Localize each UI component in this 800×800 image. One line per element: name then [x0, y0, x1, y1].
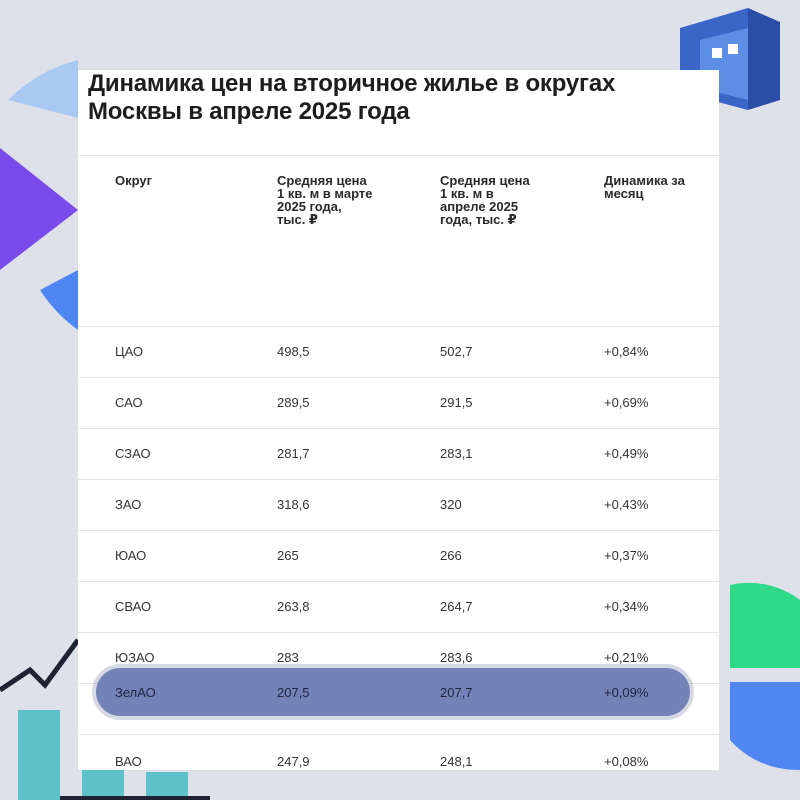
april-price-cell: 264,7 — [440, 599, 473, 614]
district-cell: СЗАО — [115, 446, 151, 461]
column-header-monthly-change: Динамика за месяц — [604, 173, 685, 201]
baseline-bar — [60, 796, 210, 800]
table-row: САО 289,5 291,5 +0,69% — [78, 377, 719, 429]
april-price-cell: 248,1 — [440, 754, 473, 769]
change-cell: +0,37% — [604, 548, 649, 563]
change-cell: +0,21% — [604, 650, 649, 665]
table-row: СЗАО 281,7 283,1 +0,49% — [78, 428, 719, 480]
bar-3 — [146, 772, 188, 800]
april-price-cell: 283,6 — [440, 650, 473, 665]
pie-slice-blue-right — [730, 682, 800, 771]
district-cell: ЮЗАО — [115, 650, 155, 665]
table-row: ЦАО 498,5 502,7 +0,84% — [78, 326, 719, 378]
table-row: ВАО 247,9 248,1 +0,08% — [78, 736, 719, 770]
change-cell: +0,09% — [604, 685, 649, 700]
pie-slice-blue — [40, 270, 78, 330]
april-price-cell: 291,5 — [440, 395, 473, 410]
change-cell: +0,43% — [604, 497, 649, 512]
april-price-cell: 266 — [440, 548, 462, 563]
district-cell: ЦАО — [115, 344, 144, 359]
change-cell: +0,84% — [604, 344, 649, 359]
bar-2 — [82, 770, 124, 800]
table-row: ЮАО 265 266 +0,37% — [78, 530, 719, 582]
table-row: ЗАО 318,6 320 +0,43% — [78, 479, 719, 531]
district-cell: ЗелАО — [115, 685, 156, 700]
pie-slice-purple — [0, 148, 78, 270]
column-header-march-price: Средняя цена 1 кв. м в марте 2025 года, … — [277, 173, 373, 227]
march-price-cell: 283 — [277, 650, 299, 665]
column-header-district: Округ — [115, 173, 153, 188]
march-price-cell: 207,5 — [277, 685, 310, 700]
table-header: Округ Средняя цена 1 кв. м в марте 2025 … — [78, 155, 719, 327]
district-cell: ВАО — [115, 754, 142, 769]
trend-line — [0, 638, 81, 693]
april-price-cell: 207,7 — [440, 685, 473, 700]
march-price-cell: 498,5 — [277, 344, 310, 359]
march-price-cell: 263,8 — [277, 599, 310, 614]
april-price-cell: 320 — [440, 497, 462, 512]
change-cell: +0,69% — [604, 395, 649, 410]
march-price-cell: 281,7 — [277, 446, 310, 461]
march-price-cell: 318,6 — [277, 497, 310, 512]
march-price-cell: 265 — [277, 548, 299, 563]
pie-slice-light-blue — [8, 60, 78, 118]
highlighted-table-row: ЗелАО 207,5 207,7 +0,09% — [78, 667, 719, 718]
district-cell: ЮАО — [115, 548, 147, 563]
change-cell: +0,08% — [604, 754, 649, 769]
column-header-april-price: Средняя цена 1 кв. м в апреле 2025 года,… — [440, 173, 530, 227]
april-price-cell: 502,7 — [440, 344, 473, 359]
march-price-cell: 247,9 — [277, 754, 310, 769]
district-cell: ЗАО — [115, 497, 142, 512]
change-cell: +0,49% — [604, 446, 649, 461]
change-cell: +0,34% — [604, 599, 649, 614]
april-price-cell: 283,1 — [440, 446, 473, 461]
price-table-card: Динамика цен на вторичное жилье в округа… — [78, 70, 719, 770]
district-cell: САО — [115, 395, 143, 410]
pie-slice-green — [730, 582, 800, 668]
table-row: СВАО 263,8 264,7 +0,34% — [78, 581, 719, 633]
bar-1 — [18, 710, 60, 800]
march-price-cell: 289,5 — [277, 395, 310, 410]
highlight-pill — [96, 668, 690, 716]
district-cell: СВАО — [115, 599, 152, 614]
table-title: Динамика цен на вторичное жилье в округа… — [88, 70, 616, 125]
